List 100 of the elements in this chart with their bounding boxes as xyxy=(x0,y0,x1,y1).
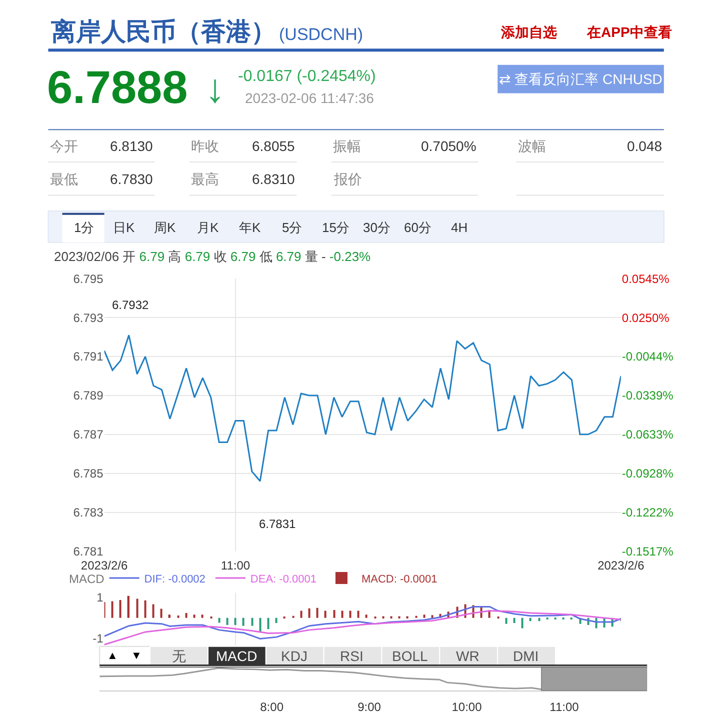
text: 4H xyxy=(451,220,468,235)
y-tick-label: 6.795 xyxy=(73,272,104,286)
bar xyxy=(341,610,344,618)
text: 0.7050% xyxy=(421,138,476,154)
y2-tick-label: 0.0250% xyxy=(622,310,670,325)
bar xyxy=(316,608,318,618)
y2-tick-label: -0.1222% xyxy=(622,505,674,520)
text: 月K xyxy=(197,220,219,235)
bar xyxy=(251,618,254,626)
x-tick-label: 10:00 xyxy=(452,700,482,714)
text: 2023-02-06 11:47:36 xyxy=(245,90,374,106)
text: 6.8055 xyxy=(252,138,296,154)
text: 60分 xyxy=(404,220,432,235)
bar xyxy=(226,618,228,626)
text: 报价 xyxy=(333,171,362,187)
y-tick-label: 6.787 xyxy=(73,428,104,442)
bar xyxy=(365,614,368,618)
text: 昨收 xyxy=(191,138,219,154)
text: 0.048 xyxy=(627,138,662,154)
text: WR xyxy=(456,648,480,664)
bar xyxy=(275,618,278,624)
bar xyxy=(333,610,336,618)
x-tick-label: 11:00 xyxy=(550,700,580,714)
bar xyxy=(538,618,540,622)
annotation: 6.7932 xyxy=(112,298,150,312)
line-series xyxy=(104,606,621,640)
y2-tick-label: -0.0633% xyxy=(622,428,674,442)
text: 在APP中查看 xyxy=(586,24,672,40)
text: (USDCNH) xyxy=(279,25,364,44)
y-tick-label: 6.781 xyxy=(73,544,104,558)
text: 6.8130 xyxy=(110,138,154,154)
bar xyxy=(144,600,146,618)
text: 添加自选 xyxy=(500,24,557,40)
bar xyxy=(168,614,170,618)
text: 6.8310 xyxy=(252,171,296,187)
text: BOLL xyxy=(392,648,428,664)
x-tick-label: 8:00 xyxy=(260,700,284,714)
text: ▼ xyxy=(131,650,142,662)
bar xyxy=(505,618,508,624)
y2-tick-label: -0.0928% xyxy=(622,466,674,481)
x-tick-label: 9:00 xyxy=(358,700,382,714)
bar xyxy=(160,608,162,618)
text: 5分 xyxy=(282,220,302,235)
bar xyxy=(193,614,196,618)
x-tick-label: 2023/2/6 xyxy=(598,558,645,572)
y2-tick-label: -0.0044% xyxy=(622,350,674,364)
bar xyxy=(111,601,114,618)
text: ▲ xyxy=(107,650,118,662)
bar xyxy=(357,610,360,618)
bar xyxy=(267,618,270,630)
text: RSI xyxy=(340,648,364,664)
y-tick-label: -1 xyxy=(92,631,104,646)
x-tick-label: 11:00 xyxy=(220,558,250,572)
legend-label: DIF: -0.0002 xyxy=(144,573,206,586)
text: 离岸人民币（香港） xyxy=(50,18,276,46)
y-tick-label: 6.783 xyxy=(73,506,104,520)
bar xyxy=(242,618,244,626)
text: 无 xyxy=(172,648,186,664)
bar xyxy=(300,610,302,618)
y2-tick-label: -0.1517% xyxy=(622,544,674,558)
bar xyxy=(513,618,516,624)
text: 30分 xyxy=(363,220,390,235)
text: 6.7830 xyxy=(110,171,154,187)
text: ↓ xyxy=(205,67,225,111)
text: 日K xyxy=(113,220,135,235)
line-series xyxy=(104,334,621,482)
y-tick-label: 1 xyxy=(96,590,104,605)
text: MACD xyxy=(216,648,258,664)
text: 周K xyxy=(154,220,176,235)
bar xyxy=(521,618,524,628)
bar xyxy=(234,618,236,626)
text: 1分 xyxy=(74,220,94,235)
text: KDJ xyxy=(281,648,308,664)
bar xyxy=(152,604,154,618)
text: -0.0167 (-0.2454%) xyxy=(238,68,376,85)
line-series xyxy=(104,610,621,646)
y-tick-label: 6.789 xyxy=(73,388,104,403)
y-tick-label: 6.785 xyxy=(73,466,104,481)
bar xyxy=(259,618,262,632)
text: 最高 xyxy=(191,171,219,187)
text: 6.7888 xyxy=(47,61,188,113)
text: DMI xyxy=(513,648,539,664)
bar xyxy=(177,615,180,618)
bar xyxy=(308,608,310,618)
bar xyxy=(185,613,188,618)
chart-title: MACD xyxy=(69,572,105,586)
bar xyxy=(136,598,138,618)
bar xyxy=(423,614,426,618)
y2-tick-label: 0.0545% xyxy=(622,272,670,286)
bar xyxy=(201,614,204,618)
text: 最低 xyxy=(50,171,78,187)
x-tick-label: 2023/2/6 xyxy=(80,558,128,572)
annotation: 6.7831 xyxy=(259,517,296,531)
bar xyxy=(546,617,548,620)
legend-label: DEA: -0.0001 xyxy=(250,573,316,586)
bar xyxy=(431,615,434,618)
legend-label: MACD: -0.0001 xyxy=(361,573,438,586)
text: 波幅 xyxy=(518,138,546,154)
text: 2023/02/06 开 6.79 高 6.79 收 6.79 低 6.79 量 - -0.23% xyxy=(54,249,371,264)
text: 15分 xyxy=(322,220,350,235)
